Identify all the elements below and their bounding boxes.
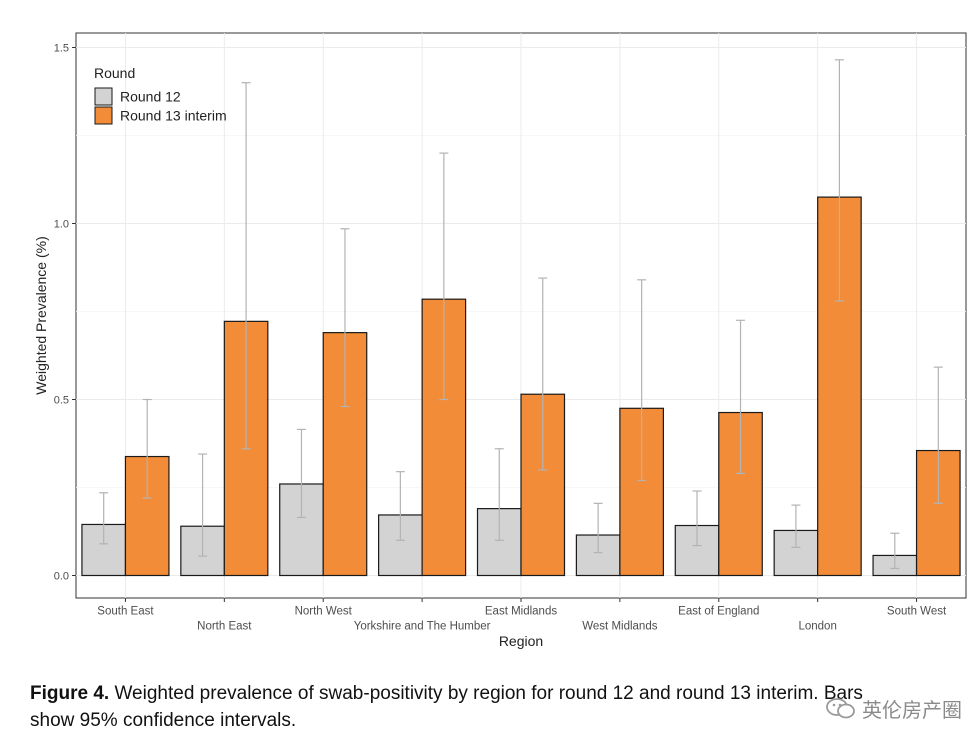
legend-label-1: Round 13 interim	[120, 108, 227, 124]
watermark: 英伦房产圈	[826, 694, 962, 723]
x-tick-label-2: North West	[295, 606, 353, 618]
y-tick-label: 1.0	[54, 219, 69, 231]
legend-key-0	[94, 87, 113, 106]
legend-title: Round	[94, 65, 135, 81]
x-axis-title: Region	[499, 633, 543, 649]
wechat-icon	[826, 697, 856, 721]
x-tick-label-3: Yorkshire and The Humber	[354, 621, 491, 633]
x-tick-label-5: West Midlands	[582, 621, 657, 633]
x-tick-label-7: London	[798, 621, 836, 633]
x-tick-label-8: South West	[887, 606, 947, 618]
y-tick-label: 0.0	[54, 571, 69, 583]
caption-label: Figure 4.	[30, 683, 110, 704]
figure-caption: Figure 4. Weighted prevalence of swab-po…	[30, 680, 910, 734]
x-tick-label-4: East Midlands	[485, 606, 557, 618]
chart-figure: 0.0 0.5 1.0 1.5 South East North East North We…	[33, 32, 967, 649]
x-tick-label-0: South East	[97, 606, 154, 618]
x-tick-label-6: East of England	[678, 606, 759, 618]
y-axis-title: Weighted Prevalence (%)	[33, 236, 49, 394]
y-tick-label: 1.5	[54, 43, 69, 55]
watermark-text: 英伦房产圈	[862, 698, 962, 722]
y-tick-label: 0.5	[54, 395, 69, 407]
x-tick-label-1: North East	[197, 621, 252, 633]
caption-text: Weighted prevalence of swab-positivity b…	[30, 683, 863, 731]
legend-label-0: Round 12	[120, 89, 181, 105]
prevalence-bar-chart: 0.0 0.5 1.0 1.5 South East North East North We…	[33, 32, 967, 649]
legend-key-1	[94, 106, 113, 125]
